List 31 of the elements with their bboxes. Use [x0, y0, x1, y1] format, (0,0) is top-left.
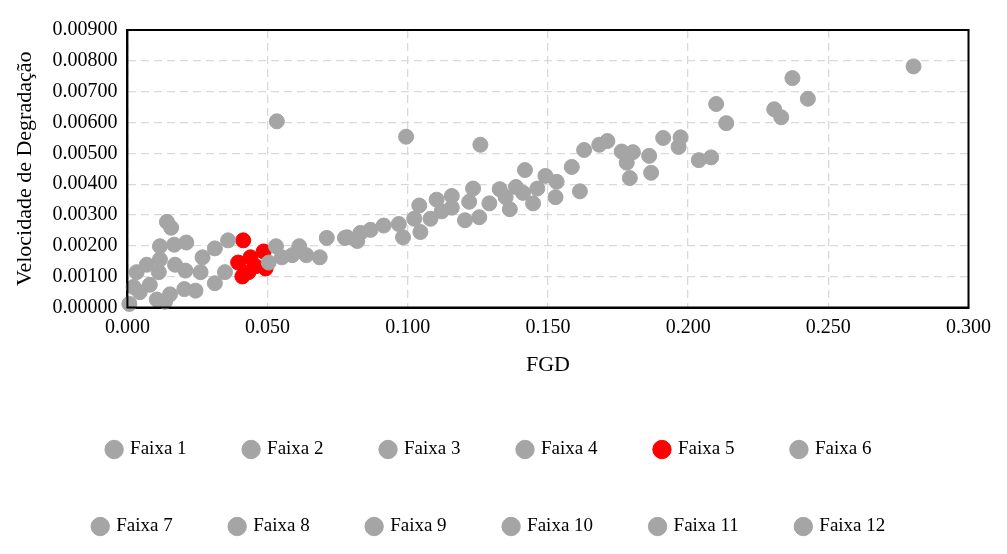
y-tick-label: 0.00100	[52, 264, 118, 287]
y-tick-label: 0.00400	[52, 171, 118, 194]
legend-label: Faixa 2	[267, 437, 324, 459]
legend-label: Faixa 7	[116, 514, 173, 536]
y-tick-label: 0.00500	[52, 140, 118, 163]
legend-label: Faixa 4	[541, 437, 598, 459]
y-tick-label: 0.00800	[52, 48, 118, 71]
y-tick-label: 0.00600	[52, 109, 118, 132]
x-tick-label: 0.300	[946, 314, 991, 337]
legend-label: Faixa 6	[814, 437, 872, 459]
legend-label: Faixa 1	[130, 437, 187, 459]
legend-label: Faixa 5	[677, 437, 735, 459]
x-tick-label: 0.050	[245, 314, 291, 337]
x-tick-label: 0.000	[104, 314, 150, 337]
x-tick-label: 0.100	[385, 314, 431, 337]
legend-label: Faixa 10	[527, 514, 594, 536]
legend-label: Faixa 12	[819, 514, 886, 536]
y-tick-label: 0.00000	[52, 294, 118, 317]
y-axis-title: Velocidade de Degradação	[10, 51, 36, 287]
y-tick-label: 0.00900	[52, 17, 118, 40]
legend-label: Faixa 11	[673, 514, 739, 536]
legend-label: Faixa 8	[253, 514, 310, 536]
legend-label: Faixa 3	[404, 437, 461, 459]
x-tick-label: 0.250	[805, 314, 851, 337]
legend-label: Faixa 9	[390, 514, 447, 536]
x-tick-label: 0.200	[665, 314, 711, 337]
y-tick-label: 0.00700	[52, 78, 118, 101]
y-tick-label: 0.00200	[52, 233, 118, 256]
x-tick-label: 0.150	[525, 314, 571, 337]
x-axis-title: FGD	[525, 350, 570, 376]
y-tick-label: 0.00300	[52, 202, 118, 225]
